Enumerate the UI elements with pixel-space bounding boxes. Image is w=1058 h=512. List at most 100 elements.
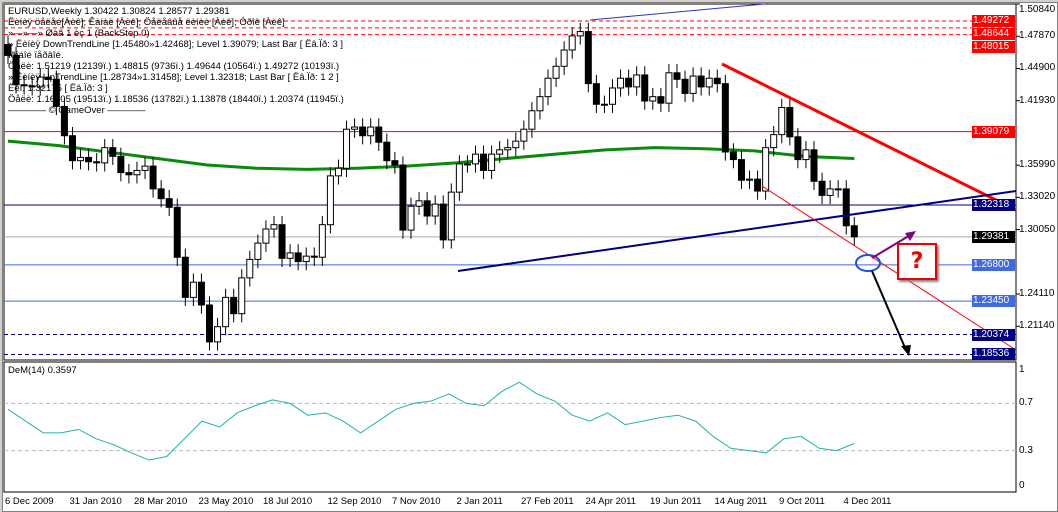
- candle-body: [109, 147, 117, 157]
- candle-body: [278, 224, 286, 259]
- candle-body: [609, 87, 616, 105]
- candle-body: [351, 126, 359, 130]
- moving-average-line: [7, 139, 855, 171]
- x-tick-label: 12 Sep 2010: [327, 496, 382, 507]
- candle-body: [310, 255, 318, 258]
- candle-body: [850, 225, 858, 238]
- candle-body: [173, 206, 181, 258]
- candle-body: [254, 242, 262, 260]
- candle-body: [488, 153, 496, 171]
- candle-body: [649, 96, 657, 102]
- candle-body: [568, 35, 576, 51]
- info-line: Ëèíèÿ öåëåé[Àèê]; Êàíàë [Àèê]; Öåëåâûå ë…: [8, 17, 285, 28]
- candle-body: [729, 151, 737, 161]
- candle-body: [746, 178, 754, 181]
- down-arrow: [871, 270, 907, 351]
- candle-body: [343, 128, 351, 169]
- x-tick-label: 18 Jul 2010: [263, 496, 313, 507]
- candle-body: [101, 147, 109, 164]
- x-tick-label: 9 Oct 2011: [779, 496, 825, 507]
- channel-line: [761, 185, 1017, 351]
- candle-body: [455, 163, 463, 193]
- candle-body: [633, 74, 641, 88]
- candle-body: [463, 163, 471, 166]
- candle-body: [157, 188, 165, 200]
- x-tick-label: 7 Nov 2010: [392, 496, 441, 507]
- x-tick-label: 27 Feb 2011: [521, 496, 574, 507]
- indicator-title: DeM(14) 0.3597: [8, 365, 77, 376]
- candle-body: [133, 169, 141, 176]
- candle-body: [399, 164, 407, 231]
- candle-body: [665, 72, 673, 104]
- candle-body: [4, 44, 12, 56]
- candle-body: [842, 188, 850, 227]
- candle-body: [125, 172, 133, 176]
- y-tick-label: 1.21140: [1019, 320, 1055, 332]
- candle-body: [471, 153, 479, 165]
- up-arrow-head-icon: [905, 231, 916, 241]
- x-tick-label: 23 May 2010: [198, 496, 254, 507]
- price-level-label: 1.23450: [972, 295, 1015, 308]
- candle-body: [238, 277, 246, 315]
- candle-body: [165, 198, 173, 208]
- candle-body: [834, 188, 842, 191]
- down-arrow-head-icon: [901, 345, 911, 356]
- candle-body: [68, 135, 76, 162]
- candle-body: [334, 167, 342, 177]
- candle-body: [12, 54, 20, 86]
- candle-body: [584, 31, 592, 85]
- candle-body: [222, 296, 230, 328]
- up-arrow: [871, 233, 913, 259]
- price-level-label: 1.18536: [972, 348, 1015, 361]
- price-level-label: 1.48015: [972, 41, 1015, 53]
- info-line: Ïðîáîé ïåðâîé.: [8, 50, 64, 61]
- candle-body: [576, 31, 584, 37]
- candle-body: [197, 281, 205, 306]
- info-line: » Ëèíèÿ UpTrendLine [1.28734»1.31458]; L…: [8, 72, 339, 83]
- info-line: » Ëèíèÿ DownTrendLine [1.45480»1.42468];…: [8, 39, 344, 50]
- indicator-tick-label: 0.7: [1019, 397, 1033, 409]
- candle-body: [149, 165, 157, 190]
- candle-body: [294, 252, 302, 263]
- info-line: »—»—» Øàã 1 èç 1 (BackStep 0): [8, 28, 150, 39]
- candle-body: [657, 96, 665, 104]
- candle-body: [802, 149, 810, 161]
- candle-body: [496, 149, 504, 155]
- price-level-label: 1.39079: [972, 125, 1015, 138]
- x-tick-label: 14 Aug 2011: [714, 496, 768, 507]
- price-level-label: 1.29381: [972, 230, 1015, 243]
- y-tick-label: 1.24110: [1019, 288, 1055, 300]
- y-tick-label: 1.50840: [1019, 4, 1056, 15]
- candle-body: [536, 96, 544, 112]
- candle-body: [826, 188, 834, 196]
- candle-body: [737, 159, 745, 181]
- candle-body: [544, 77, 552, 98]
- candle-body: [375, 126, 383, 143]
- candle-body: [754, 178, 762, 192]
- chart-title: EURUSD,Weekly 1.30422 1.30824 1.28577 1.…: [8, 6, 230, 17]
- candle-body: [786, 107, 794, 138]
- x-tick-label: 24 Apr 2011: [585, 496, 637, 507]
- candle-body: [286, 252, 294, 259]
- x-tick-label: 31 Jan 2010: [69, 496, 122, 507]
- candle-body: [520, 128, 528, 142]
- candle-body: [270, 224, 278, 230]
- candle-body: [810, 149, 818, 182]
- candle-body: [391, 160, 399, 166]
- candle-body: [189, 281, 197, 298]
- indicator-tick-label: 0: [1019, 480, 1025, 491]
- indicator-tick-label: 0.3: [1019, 444, 1033, 456]
- candle-body: [512, 140, 520, 149]
- candle-body: [673, 72, 681, 80]
- candle-body: [681, 78, 689, 94]
- candle-body: [778, 107, 786, 136]
- candle-body: [77, 156, 85, 162]
- candle-body: [407, 205, 415, 231]
- price-level-label: 1.26800: [972, 258, 1015, 271]
- price-level-label: 1.20374: [972, 328, 1015, 341]
- info-line: Ëèí. 1.32175 [ Ëâ.Ïð: 3 ]: [8, 83, 108, 94]
- candle-body: [560, 49, 568, 67]
- candle-body: [36, 76, 44, 88]
- candle-body: [705, 77, 713, 88]
